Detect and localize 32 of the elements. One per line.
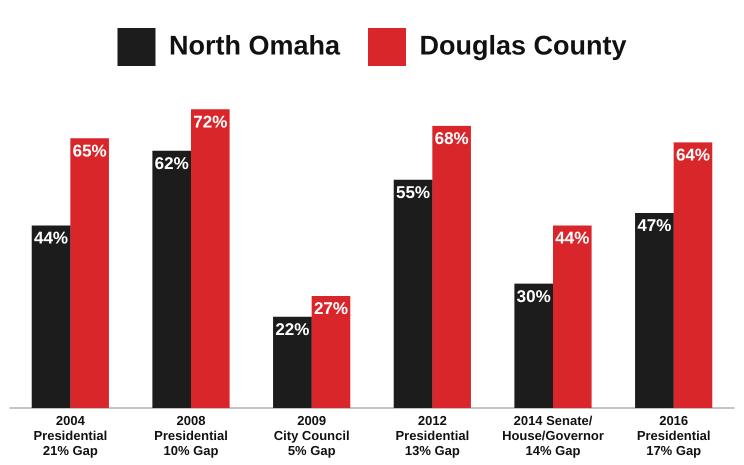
data-label: 44% <box>34 228 68 248</box>
bar <box>553 225 592 408</box>
x-tick-label: 2008 Presidential 10% Gap <box>154 413 228 458</box>
bar <box>432 126 471 408</box>
x-tick-label: 2004 Presidential 21% Gap <box>33 413 108 458</box>
data-label: 27% <box>314 299 348 318</box>
bar <box>635 213 674 408</box>
data-label: 47% <box>637 216 672 236</box>
data-label: 65% <box>72 141 107 160</box>
data-label: 30% <box>516 286 551 306</box>
data-label: 64% <box>676 146 710 165</box>
x-tick-label: 2012 Presidential 13% Gap <box>395 413 470 458</box>
data-label: 44% <box>555 228 590 248</box>
bar <box>152 150 191 408</box>
x-tick-label: 2014 Senate/ House/Governor 14% Gap <box>502 413 604 458</box>
bar <box>191 109 230 408</box>
bar <box>32 225 70 408</box>
data-label: 68% <box>434 129 469 148</box>
bar <box>514 284 553 408</box>
data-label: 22% <box>275 320 310 339</box>
data-label: 72% <box>193 112 228 132</box>
x-tick-label: 2009 City Council 5% Gap <box>274 413 350 458</box>
bar <box>394 180 432 408</box>
data-label: 55% <box>396 182 430 202</box>
bar <box>312 296 350 408</box>
bar <box>70 138 109 408</box>
x-tick-label: 2016 Presidential 17% Gap <box>636 413 711 458</box>
bar <box>674 142 712 408</box>
legend-label: North Omaha <box>168 30 341 60</box>
legend-label: Douglas County <box>420 30 627 60</box>
data-label: 62% <box>154 154 189 173</box>
bar <box>273 316 312 408</box>
